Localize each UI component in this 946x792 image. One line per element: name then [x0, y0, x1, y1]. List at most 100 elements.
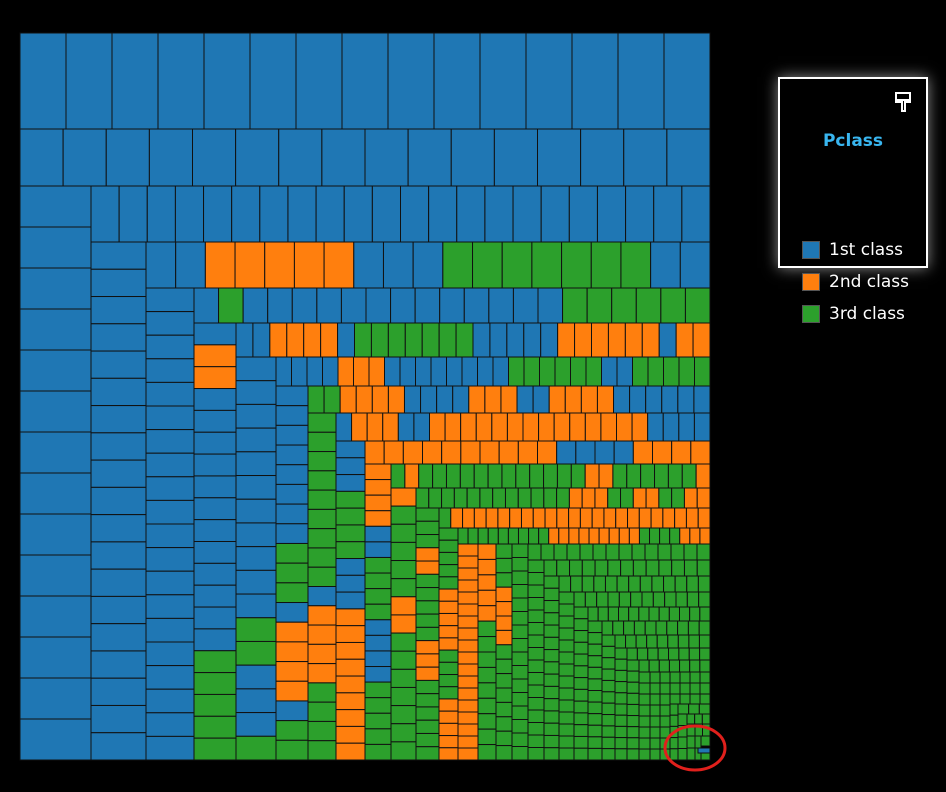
- cell-3rd-class[interactable]: [679, 659, 691, 673]
- cell-1st-class[interactable]: [307, 586, 337, 607]
- cell-3rd-class[interactable]: [390, 578, 417, 598]
- cell-3rd-class[interactable]: [671, 559, 685, 577]
- cell-2nd-class[interactable]: [457, 711, 479, 725]
- cell-1st-class[interactable]: [90, 704, 147, 734]
- cell-1st-class[interactable]: [335, 412, 353, 442]
- cell-3rd-class[interactable]: [638, 606, 650, 622]
- cell-2nd-class[interactable]: [662, 507, 676, 529]
- cell-3rd-class[interactable]: [543, 463, 558, 489]
- cell-3rd-class[interactable]: [649, 704, 661, 717]
- cell-3rd-class[interactable]: [477, 697, 497, 715]
- cell-3rd-class[interactable]: [364, 681, 392, 699]
- cell-3rd-class[interactable]: [438, 674, 459, 688]
- cell-1st-class[interactable]: [341, 32, 389, 130]
- cell-3rd-class[interactable]: [614, 692, 628, 705]
- cell-1st-class[interactable]: [678, 412, 695, 442]
- cell-2nd-class[interactable]: [544, 507, 558, 529]
- cell-1st-class[interactable]: [145, 476, 195, 501]
- cell-3rd-class[interactable]: [540, 543, 555, 561]
- cell-2nd-class[interactable]: [500, 385, 518, 414]
- cell-1st-class[interactable]: [315, 185, 345, 243]
- cell-2nd-class[interactable]: [479, 440, 500, 465]
- cell-3rd-class[interactable]: [477, 666, 497, 684]
- cell-3rd-class[interactable]: [538, 527, 550, 545]
- cell-3rd-class[interactable]: [527, 684, 545, 698]
- cell-3rd-class[interactable]: [527, 622, 545, 636]
- cell-3rd-class[interactable]: [501, 241, 533, 289]
- cell-1st-class[interactable]: [439, 287, 465, 324]
- cell-2nd-class[interactable]: [608, 527, 620, 545]
- cell-2nd-class[interactable]: [387, 385, 405, 414]
- cell-1st-class[interactable]: [174, 185, 205, 243]
- cell-3rd-class[interactable]: [581, 575, 595, 593]
- cell-3rd-class[interactable]: [677, 703, 690, 715]
- cell-1st-class[interactable]: [450, 128, 495, 187]
- cell-1st-class[interactable]: [19, 390, 92, 433]
- cell-1st-class[interactable]: [580, 128, 625, 187]
- cell-3rd-class[interactable]: [626, 692, 640, 705]
- cell-2nd-class[interactable]: [477, 543, 497, 560]
- cell-3rd-class[interactable]: [596, 591, 609, 608]
- cell-1st-class[interactable]: [488, 287, 514, 324]
- cell-3rd-class[interactable]: [473, 463, 489, 489]
- cell-3rd-class[interactable]: [597, 606, 609, 622]
- cell-3rd-class[interactable]: [527, 584, 545, 598]
- cell-3rd-class[interactable]: [657, 647, 669, 661]
- cell-2nd-class[interactable]: [491, 412, 508, 442]
- cell-3rd-class[interactable]: [658, 487, 673, 509]
- cell-1st-class[interactable]: [693, 385, 711, 414]
- cell-3rd-class[interactable]: [689, 659, 701, 673]
- cell-3rd-class[interactable]: [678, 647, 690, 661]
- cell-1st-class[interactable]: [145, 429, 195, 454]
- cell-3rd-class[interactable]: [626, 715, 640, 728]
- cell-3rd-class[interactable]: [679, 606, 691, 622]
- paint-brush-icon[interactable]: [894, 91, 912, 113]
- cell-3rd-class[interactable]: [656, 634, 669, 649]
- cell-1st-class[interactable]: [625, 185, 655, 243]
- cell-1st-class[interactable]: [193, 519, 237, 543]
- cell-1st-class[interactable]: [335, 440, 366, 459]
- cell-3rd-class[interactable]: [193, 650, 237, 674]
- cell-3rd-class[interactable]: [566, 543, 581, 561]
- cell-3rd-class[interactable]: [683, 559, 698, 577]
- cell-1st-class[interactable]: [145, 617, 195, 643]
- cell-3rd-class[interactable]: [635, 634, 648, 649]
- cell-3rd-class[interactable]: [543, 698, 560, 712]
- cell-1st-class[interactable]: [364, 525, 392, 543]
- cell-3rd-class[interactable]: [635, 287, 662, 324]
- cell-3rd-class[interactable]: [688, 634, 700, 649]
- cell-3rd-class[interactable]: [415, 613, 440, 628]
- cell-3rd-class[interactable]: [688, 647, 701, 661]
- cell-3rd-class[interactable]: [683, 543, 698, 561]
- cell-2nd-class[interactable]: [689, 527, 701, 545]
- cell-1st-class[interactable]: [145, 594, 195, 619]
- legend-item-1st-class[interactable]: 1st class: [802, 240, 903, 260]
- cell-3rd-class[interactable]: [455, 322, 474, 358]
- cell-2nd-class[interactable]: [293, 241, 325, 289]
- cell-3rd-class[interactable]: [573, 735, 589, 749]
- cell-2nd-class[interactable]: [320, 322, 339, 358]
- cell-3rd-class[interactable]: [556, 463, 572, 489]
- cell-1st-class[interactable]: [335, 558, 366, 576]
- cell-2nd-class[interactable]: [652, 440, 673, 465]
- cell-3rd-class[interactable]: [601, 725, 616, 738]
- cell-3rd-class[interactable]: [504, 487, 519, 509]
- cell-2nd-class[interactable]: [468, 385, 486, 414]
- cell-3rd-class[interactable]: [649, 693, 661, 706]
- cell-1st-class[interactable]: [412, 241, 444, 289]
- cell-1st-class[interactable]: [145, 287, 195, 313]
- cell-2nd-class[interactable]: [460, 440, 481, 465]
- cell-3rd-class[interactable]: [625, 634, 637, 649]
- cell-2nd-class[interactable]: [307, 663, 337, 684]
- cell-1st-class[interactable]: [415, 356, 432, 387]
- cell-3rd-class[interactable]: [646, 634, 658, 649]
- cell-2nd-class[interactable]: [568, 527, 580, 545]
- cell-2nd-class[interactable]: [628, 527, 640, 545]
- cell-3rd-class[interactable]: [638, 726, 651, 739]
- cell-1st-class[interactable]: [19, 226, 92, 269]
- cell-3rd-class[interactable]: [418, 463, 434, 489]
- cell-2nd-class[interactable]: [364, 510, 392, 527]
- cell-1st-class[interactable]: [613, 440, 634, 465]
- cell-1st-class[interactable]: [235, 593, 277, 619]
- cell-2nd-class[interactable]: [588, 527, 600, 545]
